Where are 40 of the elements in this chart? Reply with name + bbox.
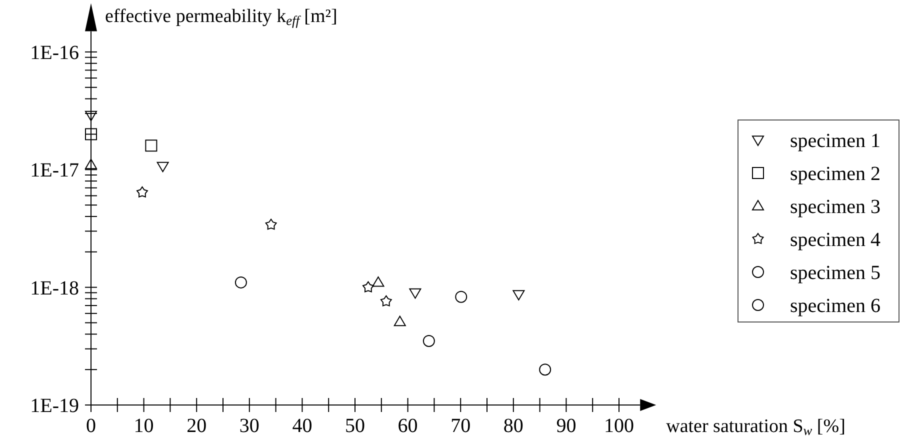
x-tick-label: 70 (450, 415, 471, 436)
x-tick-label: 60 (398, 415, 418, 436)
legend-label: specimen 5 (790, 262, 881, 284)
legend-label: specimen 4 (790, 229, 881, 251)
y-axis-title: effective permeability k$_{eff}$ [m²] (105, 6, 338, 28)
point (539, 364, 552, 376)
point (85, 158, 97, 170)
point (512, 290, 525, 300)
legend-label: specimen 6 (790, 295, 881, 317)
point (136, 186, 148, 198)
x-tick-label: 30 (239, 415, 260, 436)
point (422, 334, 435, 347)
legend-label: specimen 2 (790, 163, 881, 185)
point (362, 281, 374, 292)
x-tick-label: 90 (556, 415, 576, 436)
x-tick-label: 100 (604, 415, 634, 436)
point (372, 276, 384, 287)
x-tick-label: 50 (345, 415, 365, 436)
point (85, 128, 97, 140)
y-tick-label: 1E-18 (30, 277, 79, 300)
x-axis-title: water saturation S$_{w}$ [%] (666, 416, 846, 436)
y-tick-label: 1E-17 (30, 160, 79, 182)
point (145, 140, 158, 152)
point (380, 295, 392, 306)
point (85, 110, 97, 122)
legend-label: specimen 3 (790, 196, 881, 218)
point (234, 276, 247, 288)
point (156, 162, 169, 172)
x-tick-label: 0 (86, 415, 96, 436)
x-tick-label: 10 (134, 415, 154, 436)
y-tick-label: 1E-16 (30, 42, 79, 64)
point (265, 218, 277, 230)
x-tick-label: 40 (292, 415, 312, 436)
x-tick-label: 80 (503, 415, 524, 436)
x-tick-label: 20 (186, 415, 207, 436)
point (394, 316, 406, 326)
point (455, 290, 468, 303)
legend-label: specimen 1 (790, 130, 881, 152)
y-tick-label: 1E-19 (30, 395, 79, 417)
point (409, 288, 422, 299)
